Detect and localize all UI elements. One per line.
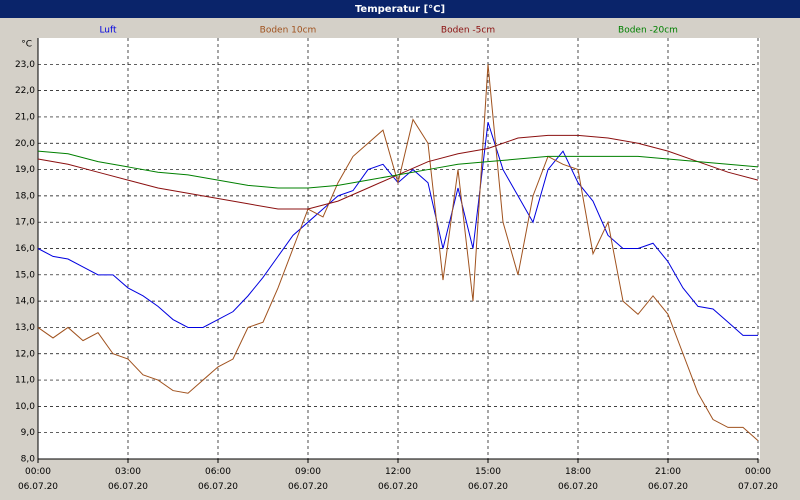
x-tick-label: 00:00 07.07.20	[737, 467, 779, 492]
y-tick-label: 17,0	[15, 218, 35, 228]
legend-entry: Boden 10cm	[260, 26, 317, 36]
x-tick-label: 06:00 06.07.20	[197, 467, 239, 492]
legend-entry: Boden -5cm	[441, 26, 495, 36]
y-tick-label: 8,0	[21, 455, 36, 465]
y-tick-label: 21,0	[15, 112, 35, 122]
y-tick-label: 13,0	[15, 323, 35, 333]
y-unit: °C	[21, 40, 32, 50]
y-tick-label: 11,0	[15, 376, 35, 386]
y-tick-label: 16,0	[15, 244, 35, 254]
series-line	[37, 64, 759, 441]
legend-entry: Luft	[99, 26, 117, 36]
y-tick-label: 18,0	[15, 191, 35, 201]
series-line	[37, 150, 759, 189]
x-tick-label: 00:00 06.07.20	[17, 467, 59, 492]
x-tick-label: 12:00 06.07.20	[377, 467, 419, 492]
y-tick-label: 14,0	[15, 297, 35, 307]
y-tick-label: 9,0	[21, 428, 36, 438]
x-tick-label: 09:00 06.07.20	[287, 467, 329, 492]
y-tick-label: 20,0	[15, 139, 35, 149]
y-tick-label: 12,0	[15, 349, 35, 359]
x-tick-label: 18:00 06.07.20	[557, 467, 599, 492]
chart-title: Temperatur [°C]	[355, 4, 445, 15]
y-tick-label: 23,0	[15, 60, 35, 70]
y-tick-label: 10,0	[15, 402, 35, 412]
x-tick-label: 21:00 06.07.20	[647, 467, 689, 492]
x-tick-label: 15:00 06.07.20	[467, 467, 509, 492]
y-tick-label: 22,0	[15, 86, 35, 96]
title-bar	[0, 0, 800, 18]
y-tick-label: 19,0	[15, 165, 35, 175]
y-tick-label: 15,0	[15, 270, 35, 280]
legend-entry: Boden -20cm	[618, 26, 678, 36]
x-tick-label: 03:00 06.07.20	[107, 467, 149, 492]
